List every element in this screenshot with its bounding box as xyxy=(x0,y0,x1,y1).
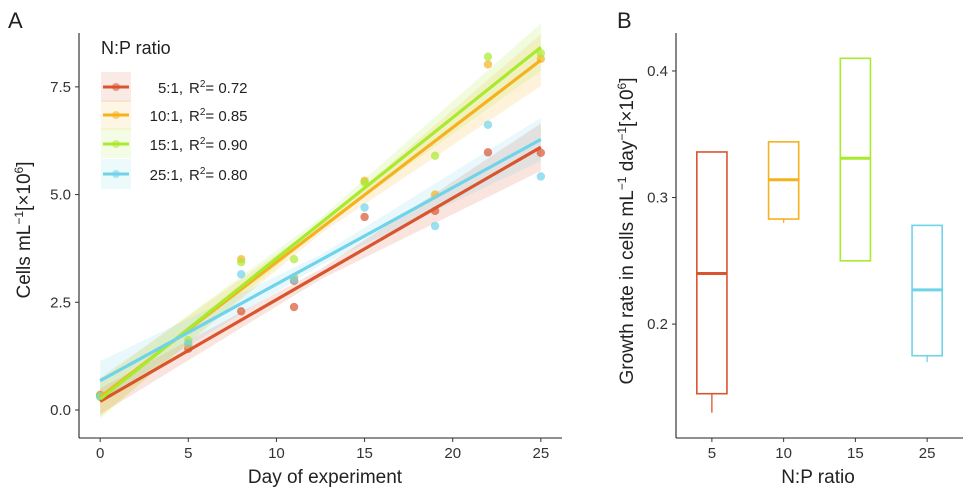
panel-a-legend: N:P ratio 5:1, R2= 0.72 10:1, R2= 0.85 1… xyxy=(101,38,248,189)
data-point-25-1 xyxy=(289,275,299,285)
panel-b-boxes xyxy=(696,57,943,413)
legend-label-10-1: 10:1, xyxy=(150,108,183,125)
x-tick-label: 25 xyxy=(533,445,550,462)
data-point-5-1 xyxy=(483,148,493,157)
data-point-5-1 xyxy=(289,302,299,312)
y-tick-label: 0.0 xyxy=(50,402,71,419)
confidence-band-5-1 xyxy=(100,123,541,415)
data-point-25-1 xyxy=(236,270,246,279)
panel-a-fit-lines xyxy=(99,45,542,403)
legend-r2-15-1: R2= 0.90 xyxy=(189,136,248,154)
data-point-15-1 xyxy=(483,52,493,61)
panel-a-label: A xyxy=(8,8,23,33)
legend-entry-10-1: 10:1, R2= 0.85 xyxy=(101,100,248,130)
panel-b-y-axis-title: Growth rate in cells mL−1 day−1[×106] xyxy=(615,77,638,384)
x-tick-label: 10 xyxy=(775,445,792,462)
data-point-25-1 xyxy=(184,339,193,348)
panel-a-x-axis-title: Day of experiment xyxy=(248,467,403,488)
legend-key-point xyxy=(112,111,120,119)
fit-line-25-1 xyxy=(99,138,542,383)
box-25 xyxy=(911,224,943,363)
data-point-15-1 xyxy=(236,258,246,267)
panel-a-y-axis-title: Cells mL−1[×106] xyxy=(12,161,35,298)
box-15 xyxy=(839,57,872,262)
x-tick-label: 15 xyxy=(356,445,373,462)
panel-b-x-axis-title: N:P ratio xyxy=(781,467,855,488)
data-point-10-1 xyxy=(483,60,493,69)
legend-key-point xyxy=(112,170,120,178)
data-point-15-1 xyxy=(430,151,440,160)
legend-r2-25-1: R2= 0.80 xyxy=(189,166,248,184)
data-point-25-1 xyxy=(483,120,493,129)
legend-key-point xyxy=(112,83,120,91)
box-5 xyxy=(696,151,728,413)
data-point-25-1 xyxy=(536,172,546,181)
legend-label-25-1: 25:1, xyxy=(150,167,183,184)
data-point-25-1 xyxy=(360,203,369,212)
y-tick-label: 0.3 xyxy=(647,190,668,207)
y-tick-label: 2.5 xyxy=(50,294,71,311)
y-tick-label: 7.5 xyxy=(50,79,71,96)
legend-key-point xyxy=(112,140,120,148)
panel-a: A Cells mL−1[×106] Day of experiment 0 5 1… xyxy=(8,8,562,488)
x-tick-label: 10 xyxy=(268,445,285,462)
x-tick-label: 20 xyxy=(444,445,461,462)
legend-r2-10-1: R2= 0.85 xyxy=(189,107,248,125)
data-point-5-1 xyxy=(536,148,546,157)
fit-line-5-1 xyxy=(99,145,542,403)
panel-b: B Growth rate in cells mL−1 day−1[×106] … xyxy=(615,8,963,488)
x-tick-label: 25 xyxy=(919,445,936,462)
y-tick-label: 0.4 xyxy=(647,63,668,80)
panel-b-label: B xyxy=(617,8,632,33)
x-tick-label: 15 xyxy=(847,445,864,462)
legend-r2-5-1: R2= 0.72 xyxy=(189,79,248,97)
legend-entry-25-1: 25:1, R2= 0.80 xyxy=(101,159,248,189)
x-tick-label: 0 xyxy=(96,445,104,462)
legend-title: N:P ratio xyxy=(101,38,171,58)
data-point-15-1 xyxy=(289,255,299,264)
data-point-25-1 xyxy=(430,221,440,231)
y-tick-label: 5.0 xyxy=(50,187,71,204)
legend-label-5-1: 5:1, xyxy=(158,80,183,97)
legend-entry-15-1: 15:1, R2= 0.90 xyxy=(101,128,248,158)
panel-a-axes: 0 5 10 15 20 25 0.0 2.5 5.0 7.5 xyxy=(50,33,562,462)
data-point-5-1 xyxy=(236,307,246,316)
fit-line-15-1 xyxy=(99,45,542,401)
box-10 xyxy=(767,141,800,223)
panel-b-axes: 5 10 15 25 0.2 0.3 0.4 xyxy=(647,33,963,462)
data-point-5-1 xyxy=(360,212,369,222)
x-tick-label: 5 xyxy=(184,445,192,462)
y-tick-label: 0.2 xyxy=(647,316,668,333)
legend-entry-5-1: 5:1, R2= 0.72 xyxy=(101,72,248,102)
x-tick-label: 5 xyxy=(708,445,716,462)
legend-label-15-1: 15:1, xyxy=(150,137,183,154)
data-point-15-1 xyxy=(536,49,546,58)
